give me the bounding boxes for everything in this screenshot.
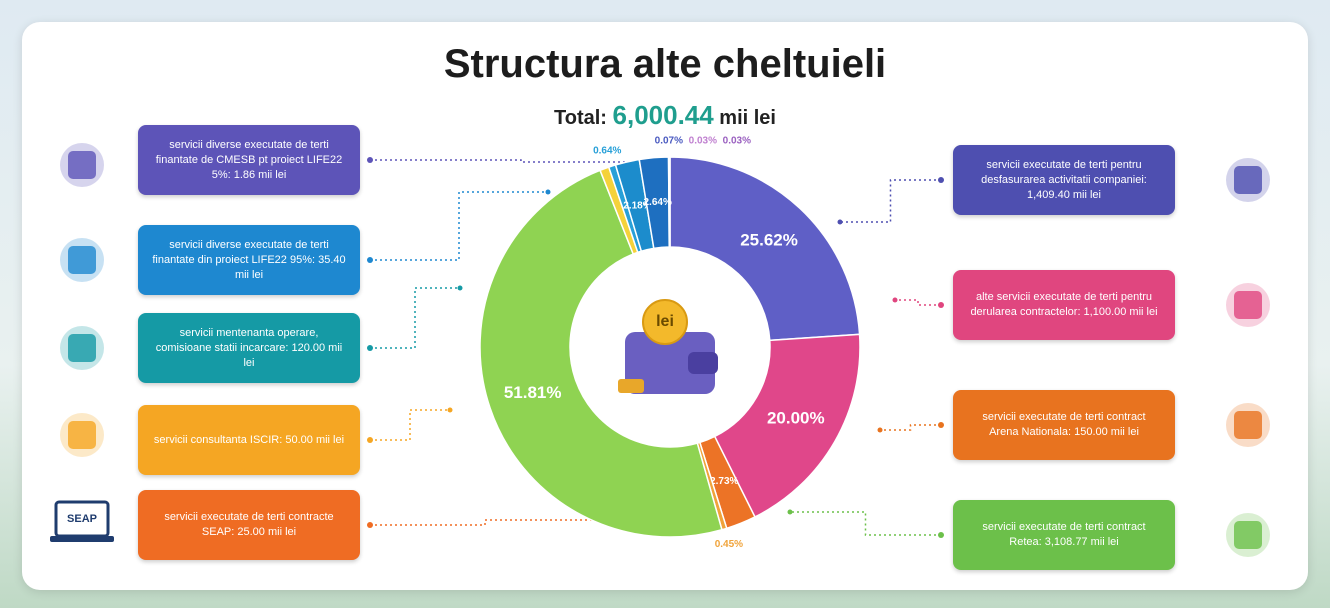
- connector-dot: [457, 285, 463, 291]
- connector-dot: [545, 189, 551, 195]
- coins: [618, 379, 644, 393]
- connector: [370, 409, 450, 441]
- value-label: 25.62%: [740, 231, 798, 250]
- value-label: 0.03%: [689, 136, 717, 147]
- callout-box: servicii diverse executate de terti fina…: [138, 225, 360, 295]
- connector: [790, 511, 941, 536]
- icon: [1234, 521, 1262, 549]
- value-label: 0.45%: [715, 539, 743, 550]
- connector: [880, 424, 941, 431]
- icon: [68, 151, 96, 179]
- icon: [68, 421, 96, 449]
- value-label: 2.64%: [643, 197, 671, 208]
- icon: [1234, 291, 1262, 319]
- total-value: 6,000.44: [612, 100, 714, 130]
- total-unit: mii lei: [719, 107, 776, 129]
- icon: [1234, 166, 1262, 194]
- subtitle: Total: 6,000.44 mii lei: [0, 100, 1330, 131]
- wallet-clasp: [688, 352, 718, 374]
- connector: [370, 287, 460, 349]
- connector-dot: [447, 407, 453, 413]
- callout-box: alte servicii executate de terti pentru …: [953, 270, 1175, 340]
- callout-box: servicii executate de terti pentru desfa…: [953, 145, 1175, 215]
- connector-dot: [367, 257, 373, 263]
- value-label: 51.81%: [504, 383, 562, 402]
- chart-title: Structura alte cheltuieli: [443, 42, 887, 86]
- wallet: [625, 332, 715, 394]
- value-label: 2.73%: [710, 476, 738, 487]
- callout-box: servicii consultanta ISCIR: 50.00 mii le…: [138, 405, 360, 475]
- icon: [50, 536, 114, 542]
- icon: [68, 334, 96, 362]
- total-label: Total:: [554, 107, 607, 129]
- callout-box: servicii executate de terti contract Ret…: [953, 500, 1175, 570]
- connector: [840, 179, 941, 223]
- connector-dot: [787, 509, 793, 515]
- connector-dot: [938, 422, 944, 428]
- coin-label: lei: [656, 313, 674, 330]
- coin: [642, 299, 688, 345]
- connector: [895, 299, 941, 306]
- connector-dot: [938, 302, 944, 308]
- connector-dot: [877, 427, 883, 433]
- donut-segment: [669, 156, 861, 342]
- callout-box: servicii executate de terti contracte SE…: [138, 490, 360, 560]
- value-label: 0.03%: [723, 136, 751, 147]
- connector: [370, 191, 548, 261]
- value-label: 2.18%: [623, 200, 651, 211]
- connector-dot: [892, 297, 898, 303]
- callout-box: servicii mentenanta operare, comisioane …: [138, 313, 360, 383]
- value-label: 0.64%: [593, 145, 621, 156]
- icon-label: SEAP: [67, 513, 97, 525]
- connector-dot: [367, 157, 373, 163]
- icon: [68, 246, 96, 274]
- value-label: 0.07%: [655, 136, 683, 147]
- callout-box: servicii diverse executate de terti fina…: [138, 125, 360, 195]
- donut-segment: [713, 333, 861, 518]
- callout-box: servicii executate de terti contract Are…: [953, 390, 1175, 460]
- connector-dot: [367, 522, 373, 528]
- connector-dot: [938, 177, 944, 183]
- value-label: 20.00%: [767, 409, 825, 428]
- connector-dot: [367, 437, 373, 443]
- connector-dot: [938, 532, 944, 538]
- connector: [370, 519, 600, 526]
- icon: [1234, 411, 1262, 439]
- connector-dot: [837, 219, 843, 225]
- donut-segment: [479, 169, 723, 538]
- connector-dot: [367, 345, 373, 351]
- connector: [370, 159, 672, 163]
